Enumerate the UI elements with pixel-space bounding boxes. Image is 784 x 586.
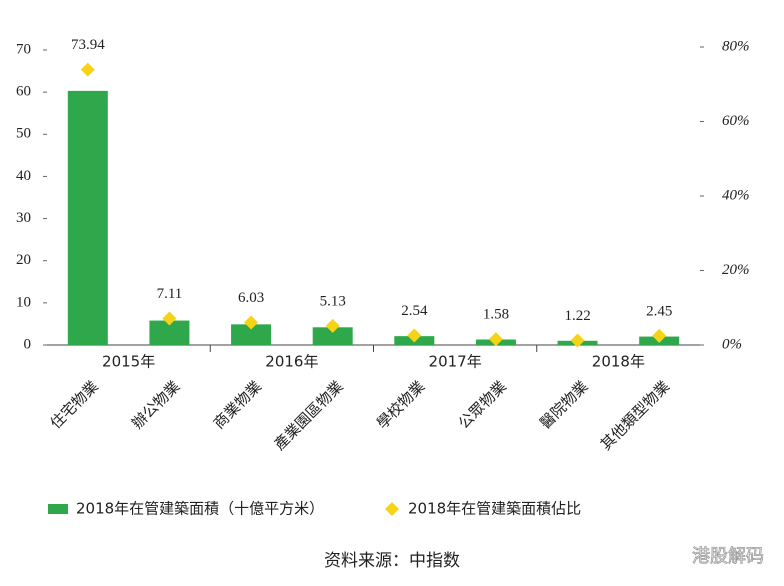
data-label: 2.45 bbox=[646, 303, 672, 319]
diamond-marker bbox=[80, 62, 95, 77]
legend-swatch bbox=[385, 502, 399, 516]
y-tick-label: 50 bbox=[16, 126, 31, 142]
x-tick-label: 商業物業 bbox=[210, 377, 265, 432]
legend-label: 2018年在管建築面積佔比 bbox=[408, 500, 581, 518]
group-label: 2017年 bbox=[429, 353, 482, 371]
bar bbox=[67, 90, 108, 345]
y2-tick-label: 40% bbox=[722, 187, 750, 203]
group-label: 2016年 bbox=[265, 353, 318, 371]
diamond-marker bbox=[162, 311, 177, 326]
x-tick-label: 公眾物業 bbox=[455, 377, 510, 432]
data-label: 7.11 bbox=[157, 286, 183, 302]
y-tick-label: 10 bbox=[16, 294, 31, 310]
y2-tick-label: 60% bbox=[722, 113, 750, 129]
y2-tick-label: 20% bbox=[722, 262, 750, 278]
y2-tick-label: 80% bbox=[722, 38, 750, 54]
x-tick-label: 住宅物業 bbox=[47, 377, 102, 432]
watermark: 港股解码 bbox=[692, 546, 764, 567]
bar bbox=[231, 324, 272, 345]
diamond-marker bbox=[407, 328, 422, 343]
data-label: 6.03 bbox=[238, 290, 264, 306]
x-tick-label: 學校物業 bbox=[373, 377, 428, 432]
y-tick-label: 30 bbox=[16, 210, 31, 226]
data-label: 5.13 bbox=[320, 293, 346, 309]
legend-swatch bbox=[48, 504, 68, 514]
data-label: 1.22 bbox=[564, 308, 590, 324]
x-tick-label: 其他類型物業 bbox=[597, 377, 673, 453]
group-label: 2018年 bbox=[592, 353, 645, 371]
legend-label: 2018年在管建築面積（十億平方米） bbox=[76, 500, 324, 518]
diamond-marker bbox=[570, 333, 585, 348]
diamond-marker bbox=[325, 318, 340, 333]
data-label: 1.58 bbox=[483, 307, 509, 323]
x-tick-label: 產業園區物業 bbox=[270, 377, 346, 453]
source-note: 资料来源：中指数 bbox=[324, 551, 460, 571]
diamond-marker bbox=[652, 328, 667, 343]
diamond-marker bbox=[244, 315, 259, 330]
x-tick-label: 醫院物業 bbox=[536, 377, 591, 432]
y-tick-label: 70 bbox=[16, 41, 31, 57]
x-tick-label: 辦公物業 bbox=[128, 377, 183, 432]
y-tick-label: 40 bbox=[16, 168, 31, 184]
bar bbox=[312, 327, 353, 345]
y-tick-label: 20 bbox=[16, 252, 31, 268]
data-label: 73.94 bbox=[71, 37, 105, 53]
y-tick-label: 0 bbox=[24, 336, 32, 352]
diamond-marker bbox=[488, 332, 503, 347]
data-label: 2.54 bbox=[401, 303, 428, 319]
y-tick-label: 60 bbox=[16, 84, 31, 100]
group-label: 2015年 bbox=[102, 353, 155, 371]
y2-tick-label: 0% bbox=[722, 336, 742, 352]
